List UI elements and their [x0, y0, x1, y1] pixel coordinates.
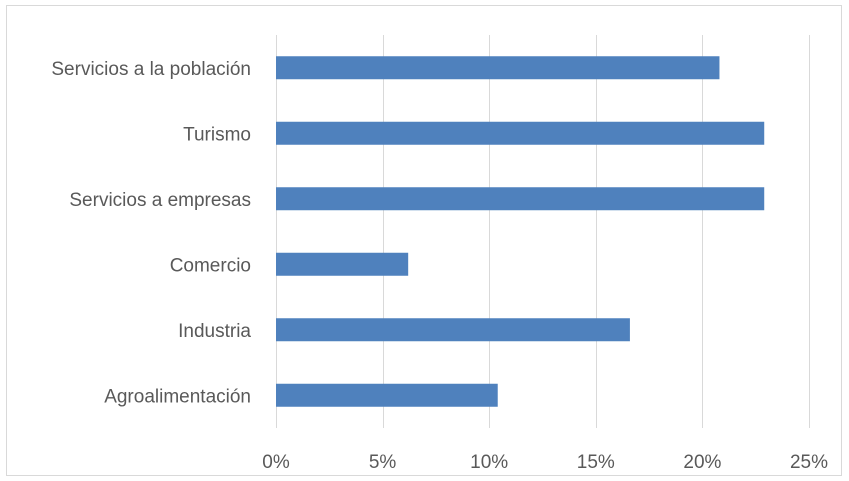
- category-label: Comercio: [170, 255, 251, 276]
- x-tick-label: 0%: [262, 452, 290, 473]
- category-label: Servicios a la población: [51, 59, 251, 80]
- x-tick-label: 15%: [577, 452, 615, 473]
- bar: [276, 383, 498, 407]
- x-tick-label: 10%: [470, 452, 508, 473]
- bars: [276, 56, 765, 407]
- x-tick-label: 5%: [369, 452, 397, 473]
- category-label: Agroalimentación: [104, 386, 251, 407]
- category-labels: Servicios a la población Turismo Servicios…: [51, 59, 251, 408]
- bar: [276, 56, 720, 80]
- category-label: Turismo: [183, 124, 251, 145]
- category-label: Servicios a empresas: [69, 190, 251, 211]
- bar: [276, 252, 409, 276]
- category-label: Industria: [178, 321, 251, 342]
- bar: [276, 318, 630, 342]
- gridlines: [276, 35, 810, 428]
- x-tick-label: 20%: [683, 452, 721, 473]
- x-tick-label: 25%: [790, 452, 828, 473]
- bar: [276, 187, 765, 211]
- x-axis-tick-labels: 0% 5% 10% 15% 20% 25%: [262, 452, 828, 473]
- bar: [276, 121, 765, 145]
